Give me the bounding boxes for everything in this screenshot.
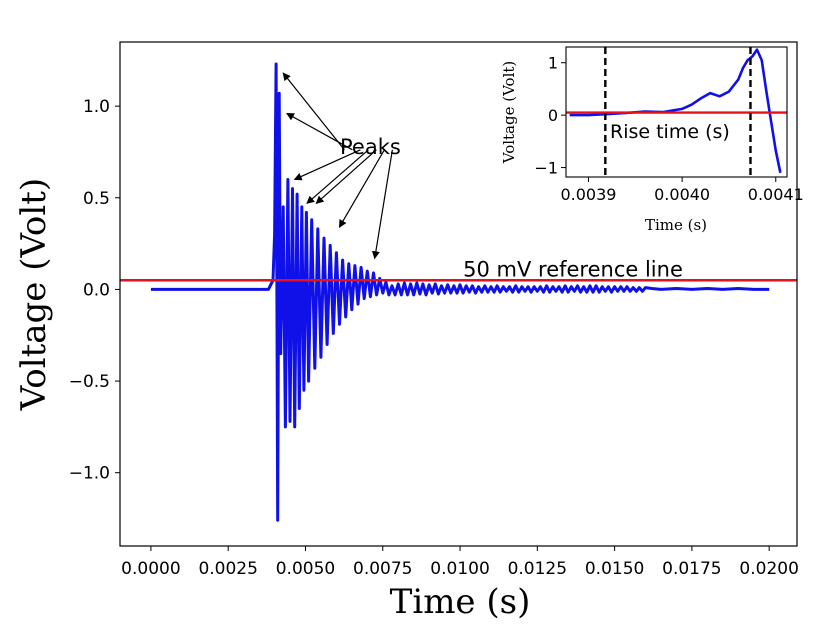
inset-x-tick-label: 0.0040: [654, 185, 710, 204]
main-plot-frame: [119, 41, 798, 547]
inset-x-tick-label: 0.0041: [748, 185, 804, 204]
inset-plot-frame: [565, 46, 788, 178]
inset-y-tick-label: 0: [548, 106, 558, 125]
inset-ticks: 0.0039 0.0040 0.0041 −1 0 1: [534, 54, 803, 204]
reference-line-label: 50 mV reference line: [463, 257, 683, 281]
main-x-tick-label: 0.0075: [353, 559, 412, 579]
main-y-tick-label: −0.5: [69, 372, 110, 392]
peak-arrow-3: [306, 149, 369, 204]
main-x-tick-label: 0.0175: [662, 559, 721, 579]
inset-y-tick-label: 1: [548, 54, 558, 73]
inset-rise-time-label: Rise time (s): [610, 121, 730, 143]
main-y-axis-title: Voltage (Volt): [14, 178, 54, 411]
main-ticks: 0.0000 0.0025 0.0050 0.0075 0.0100 0.0125 0.01…: [69, 97, 799, 579]
inset-y-axis-title: Voltage (Volt): [500, 61, 518, 165]
inset-data-layer: [566, 47, 787, 177]
main-x-tick-label: 0.0150: [585, 559, 644, 579]
main-series-line-0: [150, 62, 770, 522]
main-chart: 0.0000 0.0025 0.0050 0.0075 0.0100 0.0125 0.01…: [14, 41, 799, 622]
peak-arrow-4: [315, 149, 377, 204]
main-y-tick-label: −1.0: [69, 464, 110, 484]
main-y-tick-label: 0.5: [83, 189, 110, 209]
inset-x-tick-label: 0.0039: [560, 185, 616, 204]
main-x-tick-label: 0.0025: [198, 559, 257, 579]
inset-y-tick-label: −1: [534, 159, 558, 178]
main-x-tick-label: 0.0100: [430, 559, 489, 579]
main-x-axis-title: Time (s): [390, 582, 531, 622]
main-y-tick-label: 1.0: [83, 97, 110, 117]
peak-arrow-1: [286, 112, 353, 151]
peak-arrow-0: [282, 72, 345, 151]
peak-arrow-5: [338, 149, 385, 228]
peak-arrow-6: [371, 149, 393, 260]
main-y-tick-label: 0.0: [83, 280, 110, 300]
inset-x-axis-title: Time (s): [645, 216, 707, 234]
main-data-layer: [120, 62, 797, 522]
main-x-tick-label: 0.0000: [121, 559, 180, 579]
peak-arrow-2: [293, 149, 361, 181]
inset-chart: 0.0039 0.0040 0.0041 −1 0 1 Rise time (s) Tim…: [500, 46, 804, 234]
main-x-tick-label: 0.0125: [508, 559, 567, 579]
main-x-tick-label: 0.0200: [739, 559, 798, 579]
main-x-tick-label: 0.0050: [276, 559, 335, 579]
